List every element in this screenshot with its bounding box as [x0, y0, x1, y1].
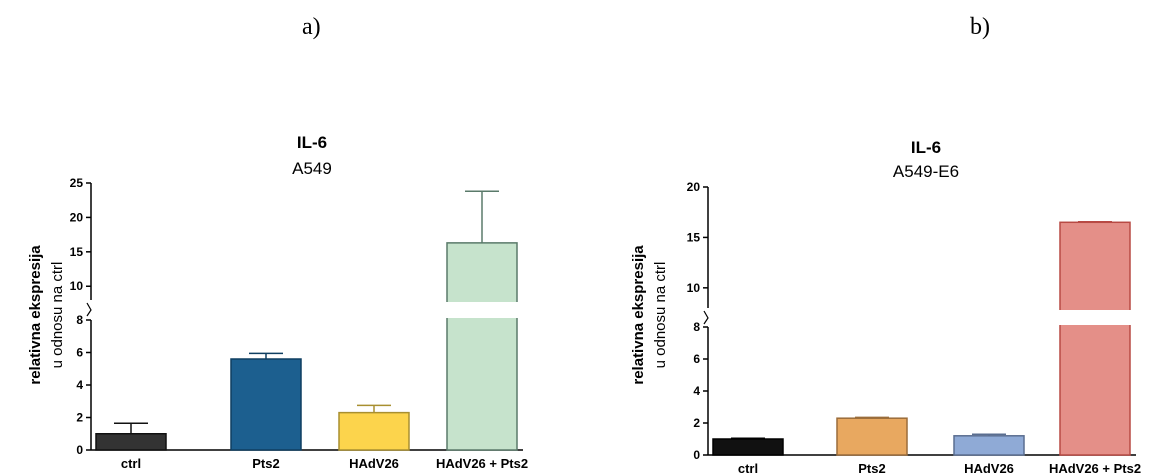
x-tick-label: Pts2 [858, 461, 885, 475]
y-axis-label-secondary: u odnosu na ctrl [49, 262, 66, 369]
panel-label-a: a) [302, 14, 321, 40]
y-tick-label: 2 [693, 416, 700, 430]
chart-subtitle: A549-E6 [893, 162, 959, 181]
bar-pts2 [230, 358, 302, 451]
y-tick-label: 20 [687, 180, 701, 194]
y-tick-label: 2 [76, 411, 83, 425]
panel-label-b: b) [970, 14, 990, 40]
bar-hadv26-pts2 [1059, 221, 1131, 456]
y-axis-label: relativna ekspresija [27, 245, 44, 385]
y-tick-label: 8 [76, 313, 83, 327]
y-tick-label: 15 [687, 230, 701, 244]
axis-break-mark [86, 302, 92, 317]
x-tick-label: HAdV26 + Pts2 [436, 456, 528, 471]
y-tick-label: 0 [76, 443, 83, 457]
bar-break-gap [1058, 310, 1132, 325]
x-tick-label: HAdV26 [964, 461, 1014, 475]
y-axis-label: relativna ekspresija [630, 245, 647, 385]
y-tick-label: 6 [76, 346, 83, 360]
y-tick-label: 8 [693, 320, 700, 334]
x-tick-label: HAdV26 + Pts2 [1049, 461, 1141, 475]
bar-ctrl [712, 438, 784, 456]
x-tick-label: Pts2 [252, 456, 279, 471]
y-tick-label: 6 [693, 352, 700, 366]
y-tick-label: 0 [693, 448, 700, 462]
y-tick-label: 25 [70, 176, 84, 190]
x-tick-label: HAdV26 [349, 456, 399, 471]
y-tick-label: 4 [693, 384, 700, 398]
y-tick-label: 20 [70, 210, 84, 224]
y-tick-label: 15 [70, 245, 84, 259]
chart-subtitle: A549 [292, 159, 332, 178]
x-tick-label: ctrl [738, 461, 758, 475]
bar-pts2 [836, 417, 908, 456]
y-tick-label: 10 [687, 281, 701, 295]
bar-hadv26 [338, 411, 410, 451]
bar-hadv26 [953, 435, 1025, 456]
x-tick-label: ctrl [121, 456, 141, 471]
y-tick-label: 10 [70, 279, 84, 293]
y-axis-label-secondary: u odnosu na ctrl [652, 262, 669, 369]
bar-hadv26-pts2 [446, 242, 518, 451]
chart-title: IL-6 [297, 133, 327, 152]
chart-title: IL-6 [911, 138, 941, 157]
bar-break-gap [445, 302, 519, 318]
y-tick-label: 4 [76, 378, 83, 392]
axis-break-mark [703, 310, 709, 325]
